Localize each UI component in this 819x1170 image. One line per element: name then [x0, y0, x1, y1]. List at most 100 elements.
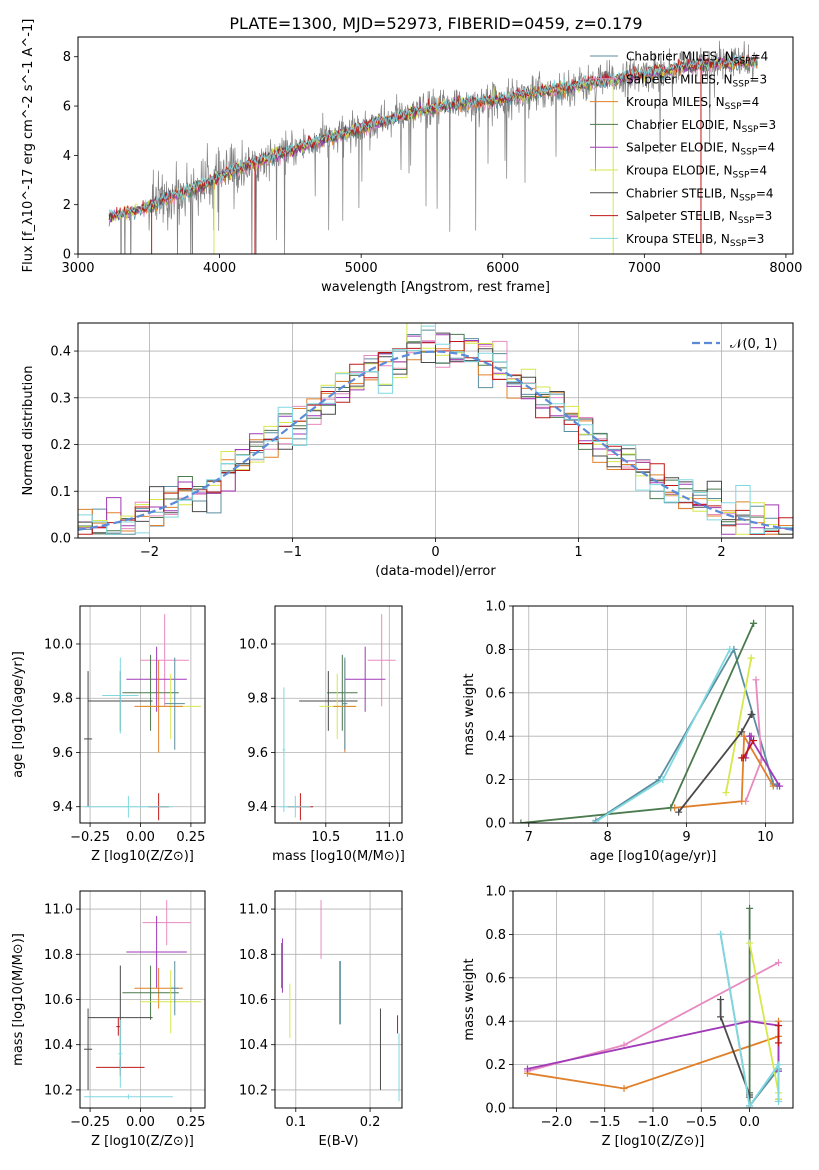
mass-vs-metallicity-panel: −0.25 0.00 0.25 10.2 10.4 10.6 10.8 11.0 Z [log1…	[11, 890, 206, 1149]
errorbar-point	[84, 1094, 173, 1099]
x-tick-label: 8000	[769, 261, 802, 276]
weight-marker	[746, 1017, 754, 1025]
legend-label-value: =3	[749, 72, 767, 86]
legend-label-value: =4	[751, 50, 769, 64]
legend-label-text: Salpeter ELODIE, N	[626, 141, 740, 155]
normal-curve	[78, 350, 793, 531]
y-tick-label: 10.8	[239, 948, 268, 963]
x-tick-label: 0.00	[126, 1115, 155, 1130]
errorbar-point	[140, 970, 201, 1034]
weight-marker	[717, 996, 725, 1003]
legend: 𝒩(0, 1)	[692, 337, 777, 352]
legend-label-text: Salpeter MILES, N	[626, 72, 733, 86]
weight-marker	[667, 804, 675, 812]
weight-marker	[775, 1022, 783, 1030]
legend-label-value: =3	[758, 118, 776, 132]
errorbar-point	[126, 646, 187, 712]
y-tick-label: 0.8	[485, 928, 506, 943]
y-tick-label: 0.0	[485, 817, 506, 832]
errorbar-point	[282, 687, 286, 813]
weight-marker	[752, 676, 760, 684]
weight-marker	[775, 959, 783, 967]
errorbar-point	[327, 654, 358, 731]
axes-frame	[77, 36, 794, 255]
x-tick-label: 10	[757, 830, 774, 845]
y-tick-label: 4	[63, 149, 71, 164]
legend-label: Kroupa ELODIE, NSSP=4	[626, 164, 767, 181]
y-tick-label: 11.0	[239, 903, 268, 918]
y-axis-label: age [log10(age/yr)]	[11, 651, 26, 778]
age-vs-metallicity-panel: −0.25 0.00 0.25 9.4 9.6 9.8 10.0 Z [log10(Z/Z⊙)…	[11, 605, 206, 864]
legend-label-subscript: SSP	[733, 171, 750, 181]
x-tick-label: 6000	[486, 261, 519, 276]
weight-line	[725, 657, 753, 793]
y-axis-label: mass [log10(M/M⊙)]	[11, 933, 26, 1066]
legend-label-value: =4	[749, 164, 767, 178]
y-tick-label: 10.2	[44, 1083, 73, 1098]
y-tick-label: 9.6	[52, 746, 73, 761]
weight-marker	[517, 819, 525, 823]
weight-marker	[747, 654, 755, 662]
spectrum-panel: 3000 4000 5000 6000 7000 8000 0 2 4 6 8 wavelength …	[21, 19, 802, 295]
legend-label-value: =3	[755, 209, 773, 223]
y-tick-label: 0.0	[485, 1102, 506, 1117]
y-tick-label: 10.6	[239, 993, 268, 1008]
y-axis-label: mass weight	[462, 673, 477, 755]
x-tick-label: 0.2	[360, 1115, 381, 1130]
y-tick-label: 0.0	[50, 532, 71, 547]
legend-label: Chabrier STELIB, NSSP=4	[626, 186, 774, 203]
x-tick-label: 0.25	[176, 1115, 205, 1130]
legend-label: Kroupa STELIB, NSSP=3	[626, 232, 764, 249]
legend-label-subscript: SSP	[742, 125, 759, 135]
weight-marker	[750, 737, 758, 745]
x-tick-label: 4000	[203, 261, 236, 276]
y-tick-label: 9.8	[247, 692, 268, 707]
axes-frame	[79, 890, 206, 1109]
x-axis-label: Z [log10(Z/Z⊙)]	[91, 1134, 194, 1149]
residual-histogram	[78, 325, 793, 535]
errorbar-point	[367, 614, 396, 707]
y-axis-label: Flux [f_λ10^-17 erg cm^-2 s^-1 A^-1]	[21, 19, 36, 273]
plot-area	[523, 904, 783, 1108]
x-tick-label: 9	[682, 830, 690, 845]
legend-label: 𝒩(0, 1)	[730, 337, 777, 352]
x-tick-label: 1	[574, 545, 582, 560]
plot-area	[78, 323, 793, 535]
plot-area	[108, 40, 758, 254]
weight-marker	[750, 619, 758, 627]
errorbar-point	[116, 1017, 121, 1036]
x-tick-label: 2	[717, 545, 725, 560]
x-tick-label: 0.00	[126, 830, 155, 845]
age-vs-mass-panel: 10.5 11.0 9.4 9.6 9.8 10.0 mass [log10(M/M⊙)]	[239, 605, 405, 864]
x-tick-label: 7	[525, 830, 533, 845]
x-tick-label: −1	[283, 545, 302, 560]
weight-marker	[717, 1013, 725, 1021]
weight-marker	[523, 1065, 531, 1073]
grid	[80, 891, 205, 1108]
errorbar-point	[142, 900, 191, 946]
weight-line	[719, 934, 780, 1108]
plot-area	[84, 614, 201, 821]
x-tick-label: 10.5	[311, 830, 340, 845]
legend-label-text: Kroupa MILES, N	[626, 95, 725, 109]
legend-label-subscript: SSP	[734, 57, 751, 67]
ticks: 0.1 0.2 10.2 10.4 10.6 10.8 11.0	[239, 903, 380, 1130]
y-tick-label: 0.4	[485, 730, 506, 745]
plot-area	[84, 900, 201, 1099]
model-spectrum-line	[108, 53, 758, 219]
weight-marker	[775, 1061, 783, 1069]
axes-frame	[274, 890, 403, 1109]
errorbar-point	[122, 654, 179, 731]
axes-frame	[274, 605, 403, 824]
y-tick-label: 0.1	[50, 485, 71, 500]
x-tick-label: −0.5	[685, 1115, 717, 1130]
mass-vs-ebv-panel: 0.1 0.2 10.2 10.4 10.6 10.8 11.0 E(B-V)	[239, 890, 403, 1149]
legend-label-subscript: SSP	[725, 102, 742, 112]
legend-label: Chabrier ELODIE, NSSP=3	[626, 118, 776, 135]
weight-line	[527, 1020, 780, 1072]
legend-label: Chabrier MILES, NSSP=4	[626, 50, 768, 67]
weight-marker	[746, 1102, 754, 1108]
y-tick-label: 2	[63, 198, 71, 213]
legend-label-value: =4	[757, 141, 775, 155]
legend-label: Salpeter ELODIE, NSSP=4	[626, 141, 775, 158]
